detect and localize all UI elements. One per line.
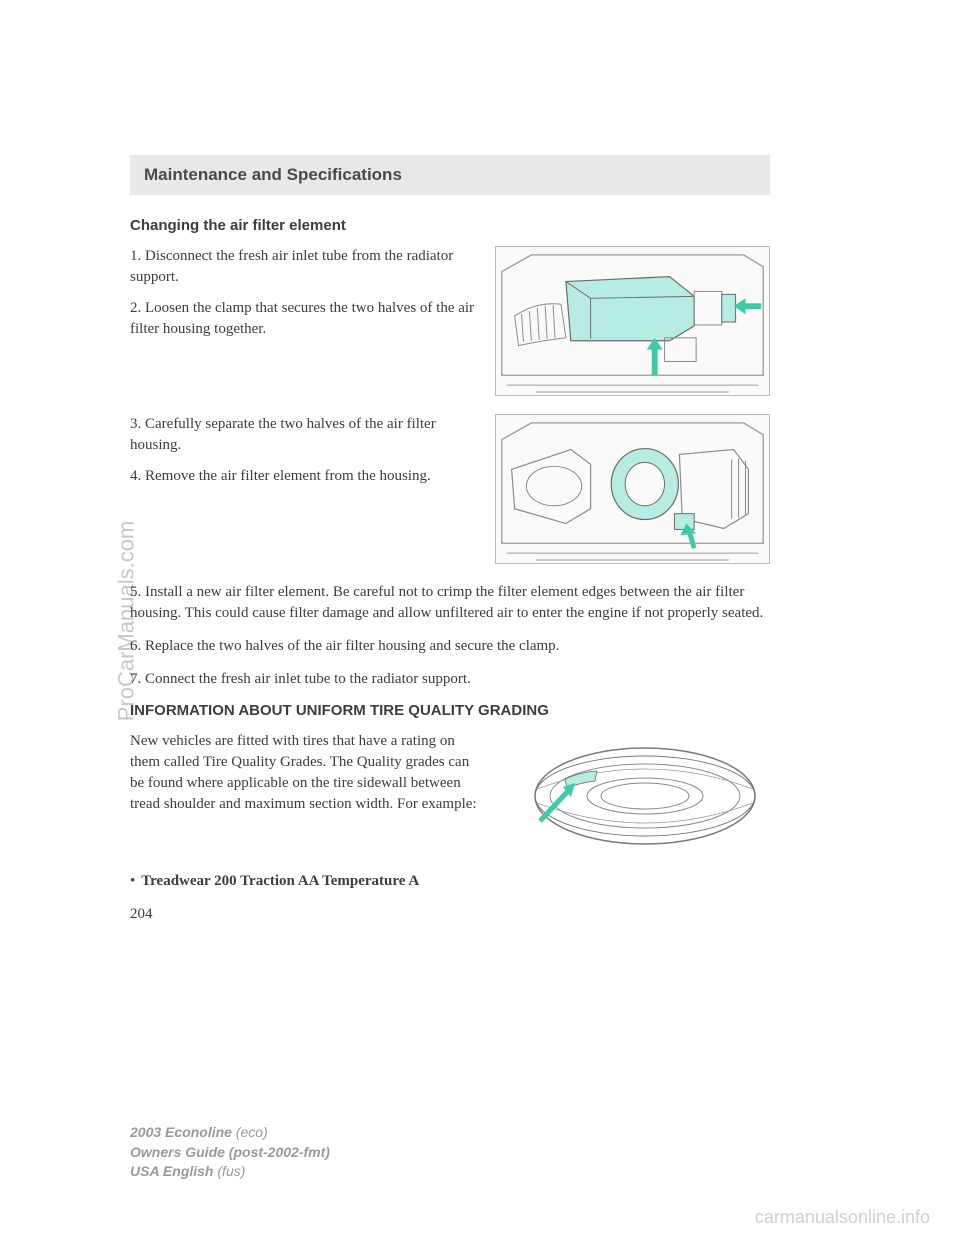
steps-1-2-block: 1. Disconnect the fresh air inlet tube f… [130,246,770,396]
info-heading: INFORMATION ABOUT UNIFORM TIRE QUALITY G… [130,702,770,719]
footer-guide: Owners Guide (post-2002-fmt) [130,1144,330,1160]
bullet-dot: • [130,873,135,889]
bullet-text: Treadwear 200 Traction AA Temperature A [141,873,419,889]
section-title: Maintenance and Specifications [144,165,402,184]
page-number: 204 [130,906,770,923]
tire-block: New vehicles are fitted with tires that … [130,731,770,861]
step-7: 7. Connect the fresh air inlet tube to t… [130,669,770,690]
step-1: 1. Disconnect the fresh air inlet tube f… [130,246,479,288]
subheading-air-filter: Changing the air filter element [130,217,770,234]
tire-paragraph: New vehicles are fitted with tires that … [130,731,479,815]
footer-model: 2003 Econoline [130,1124,232,1140]
footer-code-1: (eco) [236,1124,268,1140]
footer-line-3: USA English (fus) [130,1162,330,1182]
footer-lang: USA English [130,1163,214,1179]
footer-code-3: (fus) [217,1163,245,1179]
steps-3-4-block: 3. Carefully separate the two halves of … [130,414,770,564]
footer: 2003 Econoline (eco) Owners Guide (post-… [130,1123,330,1182]
steps-1-2-text: 1. Disconnect the fresh air inlet tube f… [130,246,479,350]
step-6: 6. Replace the two halves of the air fil… [130,636,770,657]
bullet-example: • Treadwear 200 Traction AA Temperature A [130,873,770,890]
step-2: 2. Loosen the clamp that secures the two… [130,298,479,340]
footer-line-1: 2003 Econoline (eco) [130,1123,330,1143]
figure-air-filter-closed [495,246,770,396]
bottom-watermark: carmanualsonline.info [755,1207,930,1228]
section-header: Maintenance and Specifications [130,155,770,195]
figure-tire [495,731,770,861]
page-content: Maintenance and Specifications Changing … [130,155,770,923]
steps-3-4-text: 3. Carefully separate the two halves of … [130,414,479,497]
footer-line-2: Owners Guide (post-2002-fmt) [130,1143,330,1163]
step-4: 4. Remove the air filter element from th… [130,466,479,487]
step-3: 3. Carefully separate the two halves of … [130,414,479,456]
step-5: 5. Install a new air filter element. Be … [130,582,770,624]
figure-air-filter-open [495,414,770,564]
